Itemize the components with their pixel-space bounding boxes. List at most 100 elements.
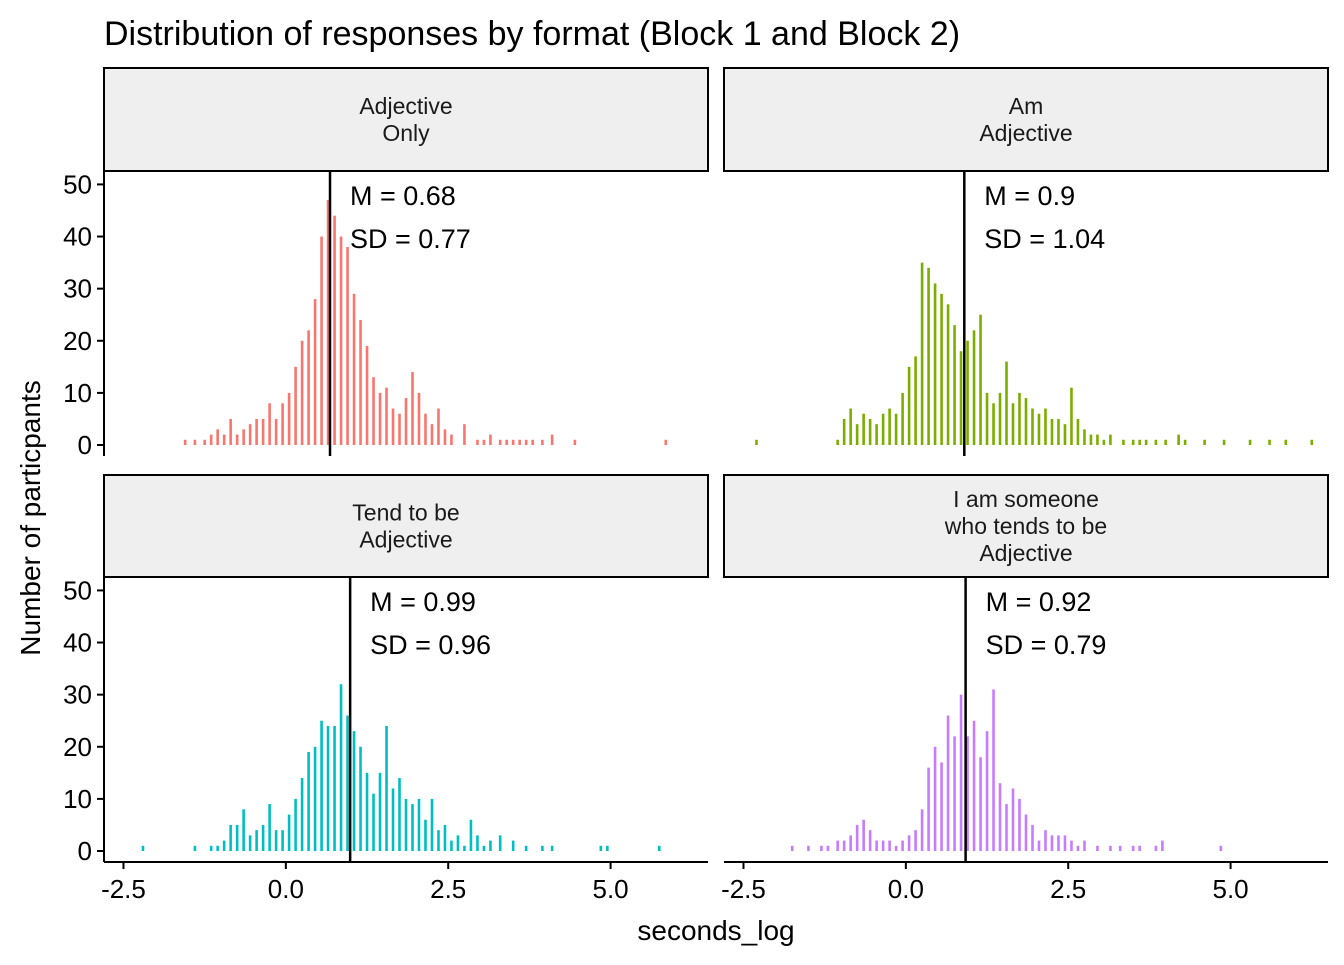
histogram-bar: [836, 439, 839, 445]
histogram-bar: [482, 439, 486, 445]
histogram-bar: [888, 840, 891, 851]
histogram-bar: [417, 392, 421, 445]
facet-strip-label-line: Tend to be: [352, 500, 459, 526]
histogram-bar: [927, 267, 930, 445]
histogram-bar: [339, 684, 343, 851]
histogram-bar: [657, 845, 661, 851]
y-tick-label: 10: [63, 784, 92, 814]
histogram-bar: [836, 840, 839, 851]
histogram-bar: [953, 325, 956, 445]
y-tick-label: 0: [78, 430, 92, 460]
histogram-bar: [862, 413, 865, 445]
facet-strip: [723, 67, 1329, 172]
histogram-bar: [946, 304, 950, 445]
histogram-bar: [1005, 361, 1008, 445]
histogram-bar: [424, 819, 427, 851]
histogram-bar: [1050, 835, 1054, 851]
histogram-bar: [437, 830, 440, 851]
histogram-bar: [946, 715, 950, 851]
histogram-bar: [463, 845, 466, 851]
histogram-bar: [333, 215, 336, 445]
histogram-bar: [307, 330, 310, 445]
histogram-bar: [1164, 439, 1167, 445]
histogram-bar: [1044, 830, 1047, 851]
x-tick-label: 0.0: [888, 874, 924, 904]
histogram-bar: [1118, 845, 1122, 851]
histogram-bar: [868, 418, 872, 445]
histogram-bar: [365, 772, 369, 851]
mean-annotation: M = 0.99: [370, 587, 476, 617]
histogram-bar: [1131, 845, 1135, 851]
histogram-bar: [411, 372, 414, 445]
histogram-bar: [346, 715, 349, 851]
histogram-bar: [216, 845, 219, 851]
histogram-bar: [242, 809, 245, 851]
y-tick-label: 40: [63, 222, 92, 252]
facet-strip: [103, 474, 709, 578]
histogram-bar: [1109, 845, 1112, 851]
histogram-bar: [443, 824, 447, 851]
histogram-bar: [255, 418, 258, 445]
histogram-bar: [235, 434, 239, 445]
y-tick-label: 20: [63, 732, 92, 762]
facet-strip-label-line: who tends to be: [944, 513, 1107, 539]
histogram-bar: [842, 418, 846, 445]
histogram-bar: [894, 413, 898, 445]
histogram-bar: [300, 778, 304, 851]
histogram-bar: [1203, 439, 1206, 445]
histogram-bar: [222, 434, 226, 445]
y-tick-label: 50: [63, 575, 92, 605]
histogram-bar: [1183, 439, 1187, 445]
histogram-bar: [1219, 845, 1223, 851]
histogram-bar: [1063, 424, 1067, 445]
histogram-bar: [417, 798, 421, 851]
histogram-bar: [1248, 439, 1252, 445]
facet-strip-label-line: Adjective: [359, 527, 452, 553]
histogram-bar: [1031, 824, 1034, 851]
facet-strip-label-line: Am: [1009, 93, 1044, 119]
histogram-bar: [541, 845, 544, 851]
histogram-bar: [365, 345, 369, 445]
y-tick-label: 40: [63, 628, 92, 658]
histogram-bar: [940, 293, 943, 445]
histogram-bar: [1070, 840, 1073, 851]
histogram-bar: [1154, 439, 1158, 445]
histogram-bar: [573, 439, 577, 445]
x-tick-label: -2.5: [101, 874, 146, 904]
histogram-bar: [281, 403, 284, 445]
facet-strip-label-line: Adjective: [979, 540, 1072, 566]
histogram-bar: [463, 424, 466, 445]
histogram-bar: [411, 804, 414, 851]
histogram-bar: [901, 392, 904, 445]
histogram-bar: [261, 418, 265, 445]
histogram-bar: [914, 356, 917, 445]
histogram-bar: [1083, 840, 1086, 851]
histogram-bar: [339, 236, 343, 445]
histogram-bar: [248, 835, 252, 851]
histogram-bar: [972, 720, 976, 851]
histogram-bar: [855, 424, 859, 445]
histogram-bar: [359, 319, 362, 445]
facet-strip-label-line: I am someone: [953, 486, 1099, 512]
histogram-bar: [1024, 398, 1028, 445]
histogram-bar: [398, 413, 401, 445]
histogram-bar: [216, 429, 219, 445]
histogram-bar: [398, 778, 401, 851]
histogram-bar: [209, 845, 213, 851]
histogram-bar: [972, 330, 976, 445]
histogram-bar: [1138, 845, 1141, 851]
histogram-bar: [209, 434, 213, 445]
histogram-bar: [531, 439, 534, 445]
histogram-bar: [320, 720, 323, 851]
histogram-bar: [1057, 418, 1060, 445]
histogram-bar: [450, 840, 453, 851]
histogram-bar: [511, 840, 515, 851]
histogram-bar: [1005, 804, 1008, 851]
y-tick-label: 20: [63, 326, 92, 356]
x-tick-label: 5.0: [1213, 874, 1249, 904]
facet-strip: [103, 67, 709, 172]
histogram-bar: [248, 424, 252, 445]
histogram-bar: [378, 392, 382, 445]
histogram-bar: [979, 314, 982, 445]
histogram-bar: [1268, 439, 1271, 445]
